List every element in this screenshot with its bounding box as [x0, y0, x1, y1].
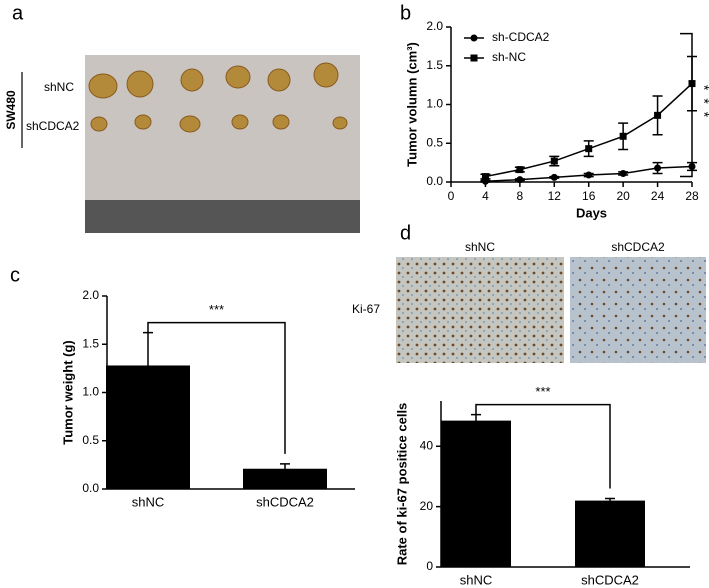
bar: [575, 500, 645, 567]
marker: [585, 145, 593, 153]
row-label: shCDCA2: [26, 119, 80, 133]
significance-label: ***: [696, 85, 709, 125]
panel-label: d: [400, 222, 411, 244]
marker: [516, 166, 524, 174]
row-label: shNC: [44, 80, 74, 94]
x-tick-label: 0: [448, 189, 455, 203]
marker: [550, 157, 558, 165]
y-tick-label: 2.0: [82, 288, 99, 302]
bar: [106, 365, 190, 489]
significance-label: ***: [209, 302, 224, 317]
y-tick-label: 1.5: [426, 58, 443, 72]
x-tick-label: shCDCA2: [256, 494, 314, 509]
marker: [619, 132, 627, 140]
y-tick-label: 1.0: [426, 97, 443, 111]
image-column-label: shNC: [465, 240, 495, 254]
marker: [654, 164, 662, 172]
y-axis-label: Tumor volumn (cm³): [404, 42, 419, 167]
y-tick-label: 0: [426, 559, 433, 573]
legend-marker: [470, 34, 478, 42]
legend-marker: [470, 54, 478, 62]
image-row-label: Ki-67: [352, 302, 380, 316]
panel-label: b: [400, 2, 411, 24]
x-tick-label: 4: [482, 189, 489, 203]
ihc-image: [570, 257, 706, 363]
y-tick-label: 0.5: [426, 135, 443, 149]
bar: [441, 420, 511, 567]
x-axis-label: Days: [576, 205, 607, 220]
bar: [243, 468, 327, 489]
x-tick-label: shNC: [132, 494, 165, 509]
x-tick-label: shNC: [460, 572, 493, 587]
significance-bracket: [680, 32, 693, 178]
y-tick-label: 20: [420, 499, 434, 513]
y-tick-label: 40: [420, 438, 434, 452]
y-tick-label: 1.5: [82, 336, 99, 350]
y-tick-label: 2.0: [426, 19, 443, 33]
marker: [550, 173, 558, 181]
ihc-image: [396, 257, 564, 363]
marker: [481, 173, 489, 181]
panel-label: a: [12, 2, 24, 24]
y-tick-label: 0.5: [82, 433, 99, 447]
y-tick-label: 0.0: [426, 174, 443, 188]
significance-bracket: [475, 403, 611, 489]
legend-label: sh-NC: [492, 50, 526, 64]
y-axis-label: Rate of ki-67 positice cells: [394, 403, 409, 566]
significance-label: ***: [535, 384, 550, 399]
y-tick-label: 1.0: [82, 385, 99, 399]
x-tick-label: 24: [651, 189, 665, 203]
panel-label: c: [10, 264, 20, 286]
marker: [619, 169, 627, 177]
legend-label: sh-CDCA2: [492, 30, 550, 44]
significance-bracket: [147, 321, 286, 454]
marker: [585, 171, 593, 179]
cell-line-label: SW480: [4, 90, 18, 130]
tumor-photo: [85, 55, 360, 233]
marker: [654, 111, 662, 119]
y-axis-label: Tumor weight (g): [60, 340, 75, 444]
x-tick-label: 28: [685, 189, 699, 203]
y-tick-label: 0.0: [82, 481, 99, 495]
x-tick-label: shCDCA2: [581, 572, 639, 587]
image-column-label: shCDCA2: [611, 240, 665, 254]
x-tick-label: 16: [582, 189, 596, 203]
x-tick-label: 12: [548, 189, 562, 203]
marker: [516, 176, 524, 184]
x-tick-label: 20: [616, 189, 630, 203]
x-tick-label: 8: [517, 189, 524, 203]
